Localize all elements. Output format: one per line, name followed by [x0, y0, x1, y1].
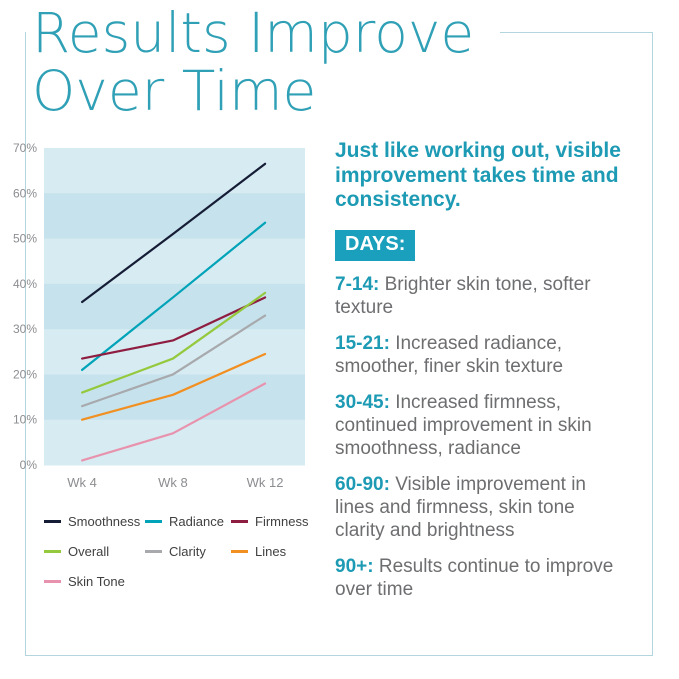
legend-label: Lines	[255, 544, 287, 559]
page-title-line1: Results Improve	[32, 1, 475, 65]
legend-swatch	[44, 520, 61, 523]
y-axis-tick-label: 50%	[13, 232, 37, 246]
day-entry: 90+: Results continue to improve over ti…	[335, 556, 625, 602]
y-axis-tick-label: 40%	[13, 277, 37, 291]
day-entry-text: Increased firmness, continued improvemen…	[335, 391, 592, 459]
legend-item-radiance: Radiance	[145, 514, 231, 529]
page-title-line2: Over Time	[32, 59, 317, 124]
day-entry: 60-90: Visible improvement in lines and …	[335, 474, 625, 543]
right-panel: Just like working out, visible improveme…	[335, 139, 625, 602]
day-range-label: 90+:	[335, 555, 374, 577]
x-axis-tick-label: Wk 12	[247, 475, 284, 490]
legend-label: Skin Tone	[68, 574, 125, 589]
chart-band	[44, 374, 305, 421]
day-entries-list: 7-14: Brighter skin tone, softer texture…	[335, 274, 625, 602]
legend-item-clarity: Clarity	[145, 544, 231, 559]
y-axis-tick-label: 70%	[13, 141, 37, 155]
day-range-label: 7-14:	[335, 273, 380, 295]
legend-label: Radiance	[169, 514, 224, 529]
y-axis-tick-label: 30%	[13, 322, 37, 336]
chart-band	[44, 329, 305, 375]
legend-label: Clarity	[169, 544, 206, 559]
page-title: Results Improve Over Time	[32, 4, 474, 121]
day-range-label: 15-21:	[335, 332, 390, 354]
legend-label: Smoothness	[68, 514, 141, 529]
day-entry: 30-45: Increased firmness, continued imp…	[335, 392, 625, 461]
x-axis-tick-label: Wk 8	[158, 475, 188, 490]
legend-item-smoothness: Smoothness	[44, 514, 145, 529]
x-axis-tick-label: Wk 4	[67, 475, 97, 490]
legend-swatch	[44, 550, 61, 553]
day-entry-text: Increased radiance, smoother, finer skin…	[335, 332, 564, 377]
series-line-radiance	[81, 221, 267, 371]
series-line-clarity	[81, 314, 267, 408]
day-range-label: 60-90:	[335, 473, 390, 495]
chart-band	[44, 419, 305, 466]
intro-text: Just like working out, visible improveme…	[335, 139, 621, 212]
results-line-chart: 70% 60% 50% 40% 30% 20% 10% 0% Wk 4 Wk 8 Wk 12	[10, 130, 330, 498]
y-axis-tick-label: 0%	[20, 458, 38, 472]
legend-swatch	[231, 550, 248, 553]
day-entry: 15-21: Increased radiance, smoother, fin…	[335, 333, 625, 379]
chart-band	[44, 238, 305, 285]
chart-band	[44, 148, 305, 194]
day-entry-text: Results continue to improve over time	[335, 555, 614, 600]
day-range-label: 30-45:	[335, 391, 390, 413]
series-line-lines	[81, 352, 267, 421]
legend-swatch	[44, 580, 61, 583]
y-axis-tick-label: 60%	[13, 186, 37, 200]
legend-swatch	[145, 520, 162, 523]
series-line-skin-tone	[81, 382, 267, 462]
legend-swatch	[145, 550, 162, 553]
series-line-firmness	[81, 296, 267, 360]
legend-item-firmness: Firmness	[231, 514, 341, 529]
legend-item-skin-tone: Skin Tone	[44, 574, 145, 589]
legend-label: Firmness	[255, 514, 309, 529]
day-entry: 7-14: Brighter skin tone, softer texture	[335, 274, 625, 320]
legend-label: Overall	[68, 544, 110, 559]
day-entry-text: Visible improvement in lines and firmnes…	[335, 473, 586, 541]
legend-swatch	[231, 520, 248, 523]
series-line-smoothness	[81, 162, 267, 304]
legend-item-overall: Overall	[44, 544, 145, 559]
chart-svg: 70% 60% 50% 40% 30% 20% 10% 0% Wk 4 Wk 8 Wk 12	[13, 141, 305, 490]
chart-band	[44, 283, 305, 330]
legend-item-lines: Lines	[231, 544, 341, 559]
chart-band	[44, 193, 305, 240]
y-axis-tick-label: 20%	[13, 367, 37, 381]
series-line-overall	[81, 291, 267, 394]
title-block: Results Improve Over Time	[26, 4, 501, 133]
y-axis-tick-label: 10%	[13, 413, 37, 427]
days-badge: DAYS:	[335, 229, 416, 261]
chart-legend: Smoothness Radiance Firmness Overall Clarity…	[44, 514, 341, 589]
day-entry-text: Brighter skin tone, softer texture	[335, 273, 591, 318]
